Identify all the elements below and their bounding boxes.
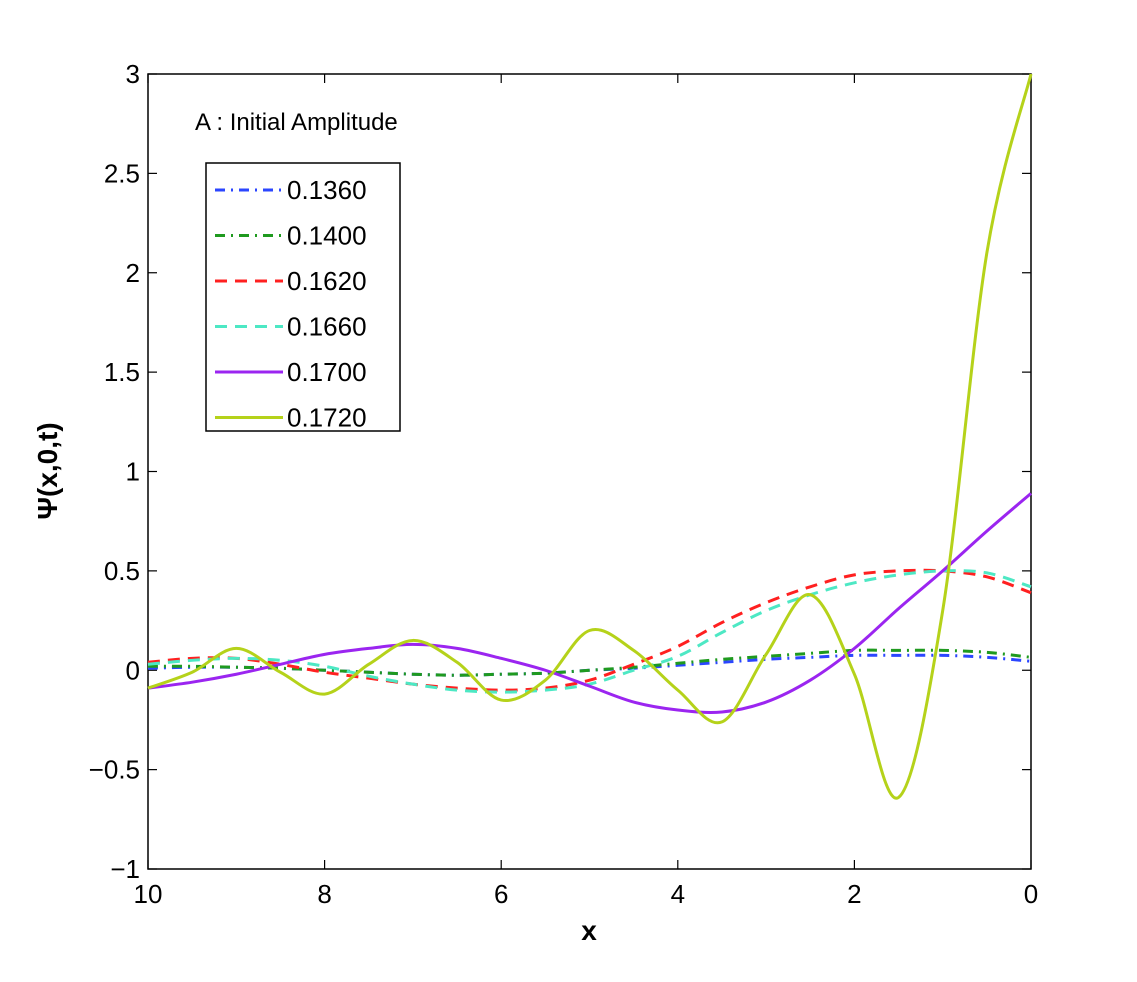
legend-label: 0.1620	[287, 266, 367, 296]
legend-label: 0.1660	[287, 312, 367, 342]
series-line-0-1700	[147, 492, 1032, 714]
series-line-0-1620	[147, 568, 1032, 692]
series-line-0-1400	[147, 648, 1032, 677]
legend-label: 0.1700	[287, 357, 367, 387]
y-axis-label: Ψ(x,0,t)	[32, 422, 63, 519]
legend-label: 0.1400	[287, 221, 367, 251]
y-tick-label: −1	[110, 854, 140, 884]
y-tick-label: 2	[126, 258, 140, 288]
series-lines	[147, 73, 1033, 800]
legend-box	[205, 162, 401, 432]
legend-label: 0.1720	[287, 403, 367, 433]
x-tick-label: 10	[134, 879, 163, 909]
y-tick-label: 1	[126, 457, 140, 487]
y-tick-labels: −1 −0.5 0 0.5 1 1.5 2 2.5 3	[89, 59, 140, 884]
legend: 0.1360 0.1400 0.1620 0.1660 0.1700 0.1720	[205, 162, 401, 433]
x-tick-label: 8	[317, 879, 331, 909]
x-tick-label: 0	[1024, 879, 1038, 909]
x-axis-label: x	[581, 915, 597, 946]
y-tick-label: 2.5	[104, 158, 140, 188]
y-tick-label: 0	[126, 655, 140, 685]
y-tick-label: 0.5	[104, 556, 140, 586]
annotation-text: A : Initial Amplitude	[195, 109, 398, 136]
y-tick-label: −0.5	[89, 755, 140, 785]
legend-entries: 0.1360 0.1400 0.1620 0.1660 0.1700 0.1720	[215, 175, 367, 433]
legend-label: 0.1360	[287, 175, 367, 205]
x-tick-label: 4	[671, 879, 685, 909]
series-line-0-1720	[147, 73, 1033, 800]
x-tick-label: 6	[494, 879, 508, 909]
x-tick-labels: 10 8 6 4 2 0	[134, 879, 1039, 909]
tick-marks	[147, 73, 1032, 870]
y-tick-label: 3	[126, 59, 140, 89]
x-tick-label: 2	[847, 879, 861, 909]
y-tick-label: 1.5	[104, 357, 140, 387]
